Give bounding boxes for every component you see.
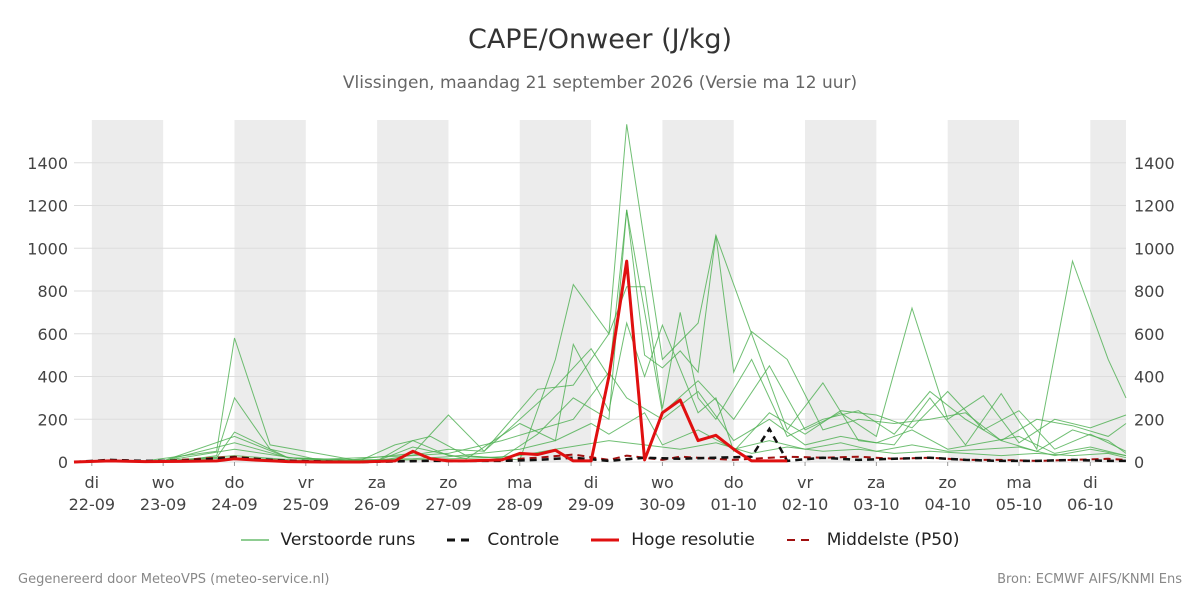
legend-swatch-high-res — [591, 538, 620, 542]
x-tick-day-label: wo — [152, 473, 175, 492]
high-res-line — [73, 259, 788, 464]
y-tick-label-left: 1200 — [27, 197, 68, 216]
x-tick-day-label: za — [368, 473, 386, 492]
y-tick-label-right: 600 — [1134, 325, 1165, 344]
ensemble-run-line — [73, 371, 1127, 463]
y-tick-label-left: 1000 — [27, 239, 68, 258]
legend: Verstoorde runs Controle Hoge resolutie … — [0, 530, 1200, 550]
x-tick-date-label: 02-10 — [782, 495, 829, 514]
legend-item-control: Controle — [447, 530, 559, 550]
legend-swatch-ensemble — [240, 539, 269, 541]
x-tick-day-label: ma — [1006, 473, 1031, 492]
x-tick-day-label: ma — [507, 473, 532, 492]
x-tick-day-label: di — [584, 473, 599, 492]
x-tick-date-label: 26-09 — [354, 495, 401, 514]
x-tick-date-label: 06-10 — [1067, 495, 1114, 514]
legend-item-median: Middelste (P50) — [786, 530, 960, 550]
x-tick-date-label: 29-09 — [568, 495, 615, 514]
x-tick-day-label: zo — [439, 473, 457, 492]
x-tick-date-label: 05-10 — [996, 495, 1043, 514]
chart-subtitle: Vlissingen, maandag 21 september 2026 (V… — [342, 73, 858, 93]
x-tick-date-label: 01-10 — [710, 495, 757, 514]
x-tick-date-label: 24-09 — [211, 495, 258, 514]
x-tick-day-label: di — [85, 473, 100, 492]
legend-item-ensemble: Verstoorde runs — [240, 530, 416, 550]
legend-label-ensemble: Verstoorde runs — [280, 530, 416, 550]
x-tick-day-label: di — [1083, 473, 1098, 492]
x-tick-day-label: wo — [651, 473, 674, 492]
y-tick-label-left: 1400 — [27, 154, 68, 173]
x-tick-day-label: vr — [797, 473, 813, 492]
y-tick-label-right: 800 — [1134, 282, 1165, 301]
x-tick-date-label: 23-09 — [140, 495, 187, 514]
ensemble-run-line — [73, 412, 1127, 463]
legend-label-control: Controle — [487, 530, 560, 550]
x-tick-date-label: 03-10 — [853, 495, 900, 514]
legend-label-median: Middelste (P50) — [826, 530, 960, 550]
y-tick-label-right: 400 — [1134, 368, 1165, 387]
legend-swatch-control — [447, 538, 476, 542]
y-tick-label-left: 400 — [37, 368, 68, 387]
chart-title: CAPE/Onweer (J/kg) — [467, 24, 732, 55]
y-tick-label-right: 200 — [1134, 410, 1165, 429]
footer-source: Bron: ECMWF AIFS/KNMI Ens — [997, 572, 1182, 587]
x-tick-date-label: 25-09 — [283, 495, 330, 514]
x-tick-date-label: 30-09 — [639, 495, 686, 514]
control-line — [73, 426, 1126, 464]
legend-item-high-res: Hoge resolutie — [591, 530, 755, 550]
x-tick-day-label: do — [224, 473, 244, 492]
x-tick-date-label: 28-09 — [497, 495, 544, 514]
y-tick-label-left: 600 — [37, 325, 68, 344]
y-tick-label-right: 1200 — [1134, 197, 1175, 216]
y-tick-label-left: 200 — [37, 410, 68, 429]
y-tick-label-right: 1000 — [1134, 239, 1175, 258]
ensemble-run-line — [73, 321, 1127, 463]
footer-credit: Gegenereerd door MeteoVPS (meteo-service… — [18, 572, 330, 587]
x-tick-day-label: vr — [298, 473, 314, 492]
legend-label-high-res: Hoge resolutie — [631, 530, 755, 550]
y-tick-label-right: 0 — [1134, 453, 1144, 472]
ensemble-run-line — [73, 124, 1127, 463]
y-tick-label-right: 1400 — [1134, 154, 1175, 173]
y-tick-label-left: 0 — [58, 453, 68, 472]
x-tick-day-label: do — [724, 473, 744, 492]
x-tick-day-label: zo — [939, 473, 957, 492]
x-tick-date-label: 22-09 — [69, 495, 116, 514]
y-tick-label-left: 800 — [37, 282, 68, 301]
x-tick-date-label: 27-09 — [425, 495, 472, 514]
x-tick-day-label: za — [867, 473, 885, 492]
legend-swatch-median — [786, 539, 815, 541]
x-tick-date-label: 04-10 — [924, 495, 971, 514]
